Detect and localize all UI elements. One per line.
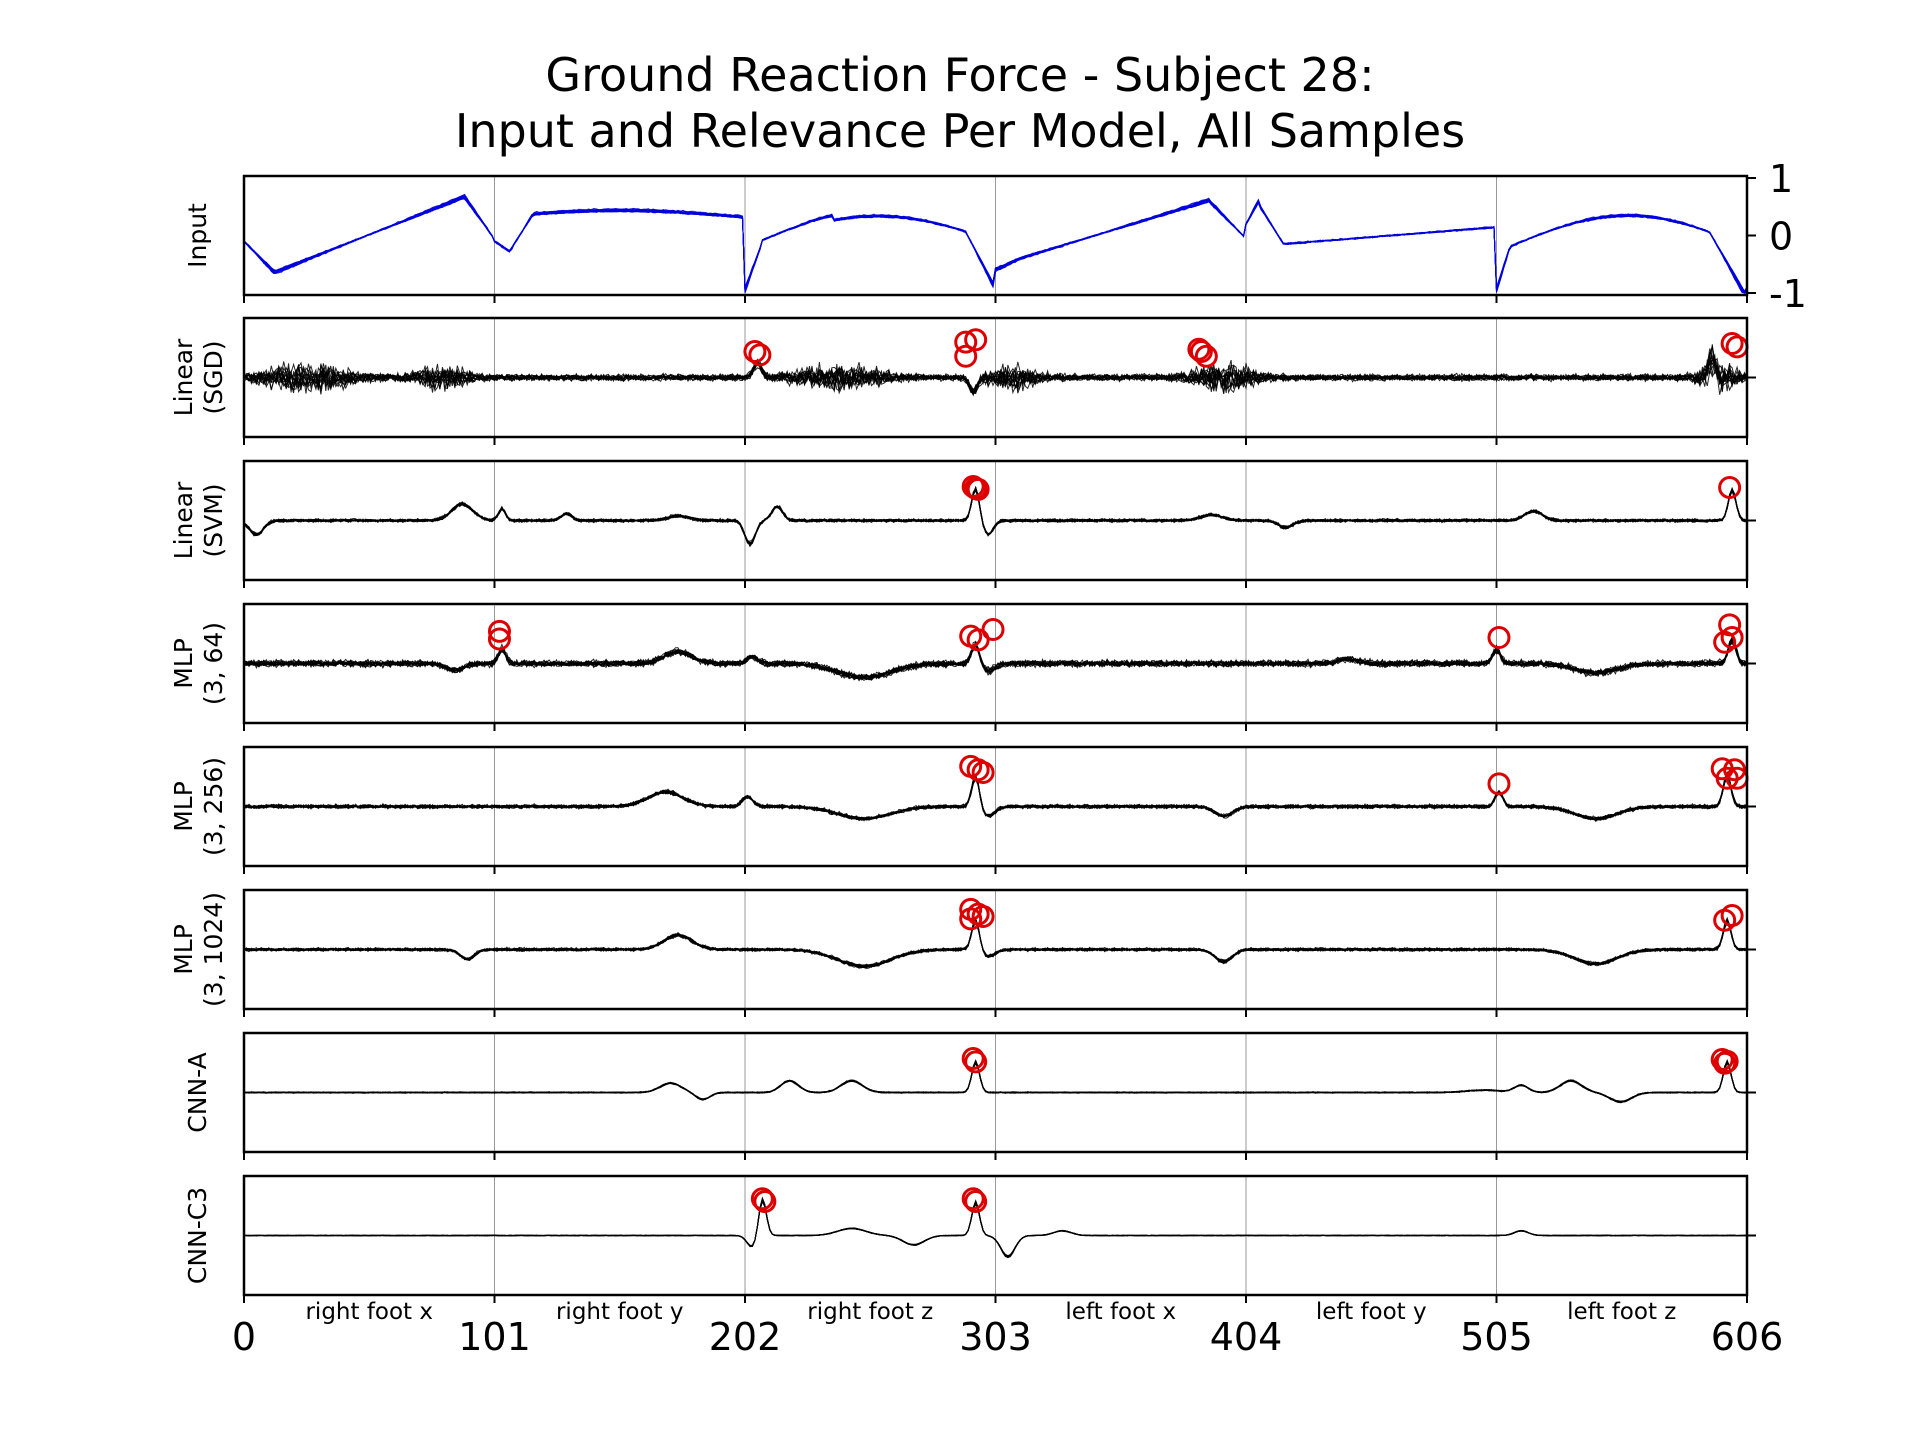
panel-label: CNN-C3 (183, 1187, 212, 1284)
panel-label: Linear (169, 338, 198, 416)
chart-title-line-2: Input and Relevance Per Model, All Sampl… (454, 104, 1466, 158)
segment-label: left foot z (1567, 1299, 1676, 1325)
relevance-peak-marker (1713, 1051, 1737, 1075)
panel-label: Linear (169, 481, 198, 559)
panel-label: MLP (169, 781, 198, 832)
relevance-series-line (243, 352, 1748, 397)
relevance-peak-marker (1487, 626, 1511, 650)
relevance-peak-marker (1487, 772, 1511, 796)
segment-label: left foot x (1065, 1299, 1176, 1325)
panel-linear-sgd-: Linear (SGD) (169, 316, 1756, 445)
relevance-peak-marker (1194, 344, 1218, 368)
x-tick-label: 303 (959, 1315, 1032, 1359)
relevance-peak-marker (750, 1187, 774, 1211)
relevance-peak-marker (964, 328, 988, 352)
segment-label: left foot y (1316, 1299, 1427, 1325)
panel-label: (3, 64) (199, 622, 228, 705)
x-tick-label: 505 (1460, 1315, 1533, 1359)
y-tick-label: -1 (1769, 272, 1807, 316)
panel-label: CNN-A (183, 1052, 212, 1132)
panel-label: (SGD) (199, 341, 228, 415)
relevance-peak-marker (1715, 1049, 1739, 1073)
relevance-peak-marker (1720, 626, 1744, 650)
x-tick-label: 404 (1210, 1315, 1283, 1359)
segment-label: right foot y (556, 1299, 684, 1325)
panel-label: (3, 1024) (199, 892, 228, 1007)
relevance-peak-marker (964, 1190, 988, 1214)
panel-cnn-c3: CNN-C3 (183, 1174, 1756, 1303)
relevance-peak-marker (487, 627, 511, 651)
relevance-peak-marker (1187, 337, 1211, 361)
x-tick-label: 202 (709, 1315, 782, 1359)
relevance-series-line (243, 1058, 1748, 1103)
panel-label: (3, 256) (199, 757, 228, 856)
panel-mlp-3-64-: MLP (3, 64) (169, 602, 1756, 731)
x-tick-label: 606 (1711, 1315, 1784, 1359)
relevance-peak-marker (1189, 340, 1213, 364)
panel-label: Input (183, 203, 212, 268)
panel-label: MLP (169, 638, 198, 689)
relevance-peak-marker (487, 619, 511, 643)
relevance-peak-marker (954, 330, 978, 354)
relevance-peak-marker (743, 340, 767, 364)
segment-label: right foot x (305, 1299, 433, 1325)
relevance-peak-marker (971, 904, 995, 928)
relevance-peak-marker (954, 344, 978, 368)
relevance-peak-marker (1718, 613, 1742, 637)
relevance-peak-marker (961, 1047, 985, 1071)
chart-title-line-1: Ground Reaction Force - Subject 28: (545, 48, 1375, 102)
y-tick-label: 1 (1769, 157, 1793, 201)
relevance-peak-marker (981, 618, 1005, 642)
relevance-series-line (243, 1198, 1747, 1258)
y-tick-label: 0 (1769, 215, 1793, 259)
panel-linear-svm-: Linear (SVM) (169, 459, 1756, 588)
panel-label: MLP (169, 924, 198, 975)
segment-label: right foot z (807, 1299, 933, 1325)
panel-input: 1 0 -1 Input (183, 157, 1807, 316)
relevance-series-line (243, 919, 1748, 968)
relevance-peak-marker (971, 761, 995, 785)
x-tick-label: 101 (458, 1315, 531, 1359)
relevance-peak-marker (1720, 904, 1744, 928)
relevance-series-line (243, 637, 1748, 682)
panel-mlp-3-1024-: MLP (3, 1024) (169, 888, 1756, 1017)
relevance-series-line (243, 486, 1748, 545)
relevance-peak-marker (964, 1050, 988, 1074)
relevance-peak-marker (1718, 475, 1742, 499)
relevance-series-line (243, 357, 1748, 395)
panel-label: (SVM) (199, 483, 228, 557)
x-tick-label: 0 (232, 1315, 256, 1359)
relevance-peak-marker (966, 477, 990, 501)
relevance-peak-marker (1720, 332, 1744, 356)
input-series-line (243, 197, 1748, 293)
relevance-peak-marker (753, 1190, 777, 1214)
panel-cnn-a: CNN-A (183, 1031, 1756, 1160)
relevance-peak-marker (961, 1187, 985, 1211)
relevance-peak-marker (748, 343, 772, 367)
panel-mlp-3-256-: MLP (3, 256) (169, 745, 1756, 874)
